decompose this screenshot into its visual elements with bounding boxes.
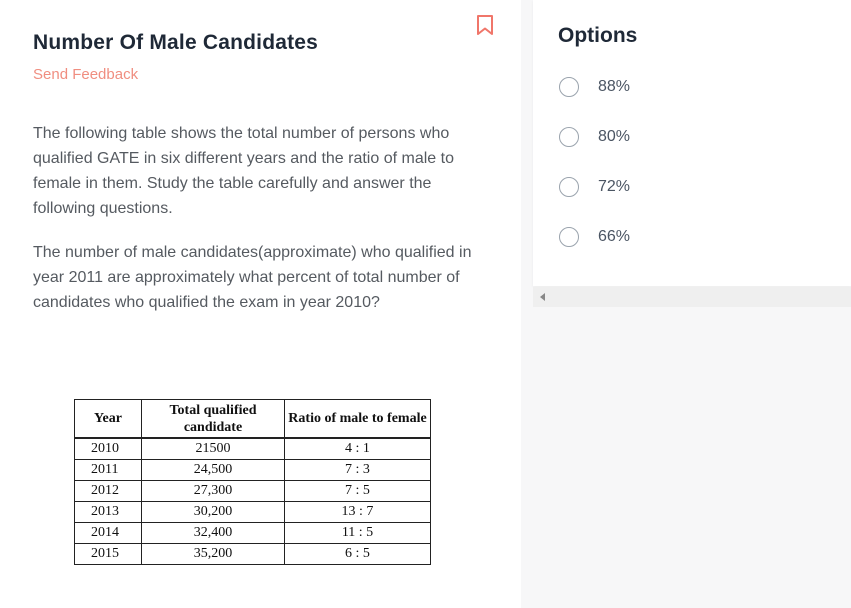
cell-year: 2015 — [74, 543, 142, 565]
bookmark-icon[interactable] — [476, 15, 494, 35]
table-row: 2013 30,200 13 : 7 — [74, 501, 431, 523]
table-row: 2014 32,400 11 : 5 — [74, 522, 431, 544]
header-ratio: Ratio of male to female — [284, 399, 431, 439]
radio-button[interactable] — [559, 227, 579, 247]
header-total: Total qualified candidate — [141, 399, 285, 439]
options-panel: Options 88% 80% 72% 66% — [533, 0, 851, 286]
cell-year: 2010 — [74, 437, 142, 460]
cell-year: 2011 — [74, 459, 142, 481]
send-feedback-link[interactable]: Send Feedback — [33, 66, 139, 83]
cell-ratio: 13 : 7 — [284, 501, 431, 523]
radio-button[interactable] — [559, 177, 579, 197]
cell-ratio: 7 : 5 — [284, 480, 431, 502]
cell-total: 32,400 — [141, 522, 285, 544]
cell-ratio: 11 : 5 — [284, 522, 431, 544]
options-title: Options — [558, 24, 638, 47]
question-panel: Number Of Male Candidates Send Feedback … — [33, 15, 494, 565]
cell-year: 2012 — [74, 480, 142, 502]
table-row: 2015 35,200 6 : 5 — [74, 543, 431, 565]
question-title: Number Of Male Candidates — [33, 31, 319, 54]
header-year: Year — [74, 399, 142, 439]
option-3[interactable]: 72% — [559, 176, 819, 202]
question-prompt: The number of male candidates(approximat… — [33, 244, 472, 311]
cell-year: 2014 — [74, 522, 142, 544]
question-intro: The following table shows the total numb… — [33, 125, 454, 217]
cell-total: 21500 — [141, 437, 285, 460]
option-label: 66% — [598, 228, 631, 245]
cell-total: 35,200 — [141, 543, 285, 565]
table-row: 2012 27,300 7 : 5 — [74, 480, 431, 502]
table-row: 2011 24,500 7 : 3 — [74, 459, 431, 481]
scroll-left-arrow-icon[interactable] — [540, 293, 545, 301]
cell-year: 2013 — [74, 501, 142, 523]
option-4[interactable]: 66% — [559, 226, 819, 252]
cell-total: 27,300 — [141, 480, 285, 502]
panel-divider — [533, 287, 851, 307]
cell-ratio: 6 : 5 — [284, 543, 431, 565]
option-2[interactable]: 80% — [559, 126, 819, 152]
option-label: 88% — [598, 78, 631, 95]
table-row: 2010 21500 4 : 1 — [74, 437, 431, 460]
cell-total: 24,500 — [141, 459, 285, 481]
radio-button[interactable] — [559, 77, 579, 97]
cell-ratio: 4 : 1 — [284, 437, 431, 460]
data-table: Year Total qualified candidate Ratio of … — [74, 399, 431, 565]
cell-total: 30,200 — [141, 501, 285, 523]
table-header-row: Year Total qualified candidate Ratio of … — [74, 399, 431, 439]
option-label: 72% — [598, 178, 631, 195]
option-1[interactable]: 88% — [559, 76, 819, 102]
cell-ratio: 7 : 3 — [284, 459, 431, 481]
option-label: 80% — [598, 128, 631, 145]
radio-button[interactable] — [559, 127, 579, 147]
